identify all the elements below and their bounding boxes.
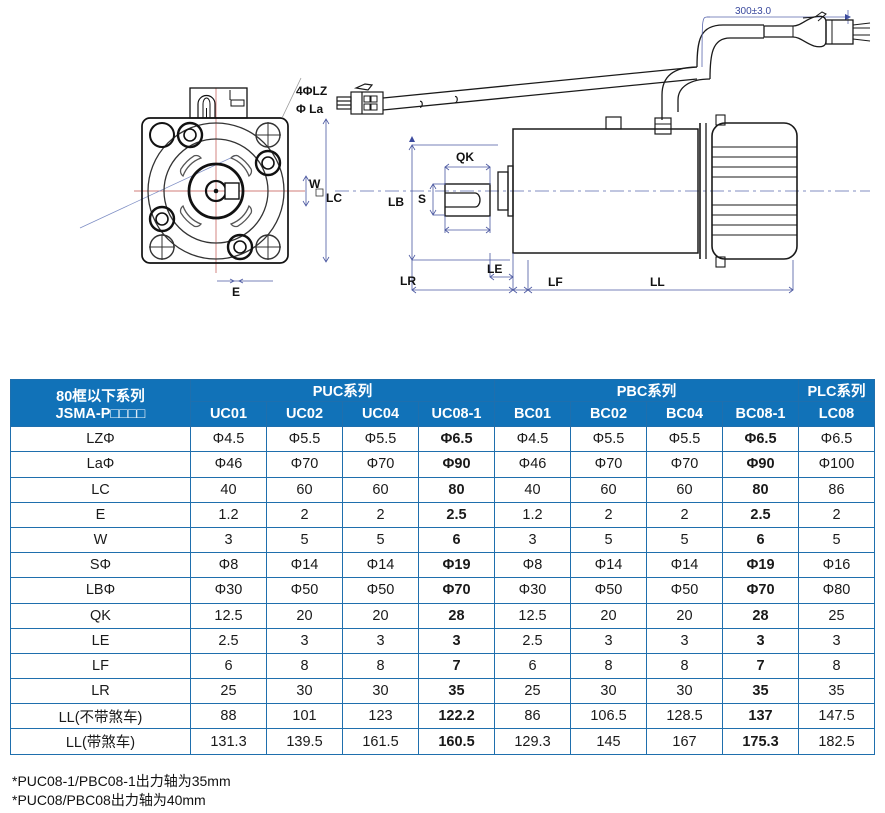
svg-text:E: E: [232, 285, 240, 299]
svg-text:4ΦLZ: 4ΦLZ: [296, 84, 327, 98]
svg-text:W: W: [309, 177, 321, 191]
svg-text:300±3.0: 300±3.0: [735, 6, 772, 17]
svg-text:LB: LB: [388, 195, 404, 209]
svg-text:LL: LL: [650, 275, 665, 289]
svg-text:QK: QK: [456, 150, 474, 164]
svg-text:S: S: [418, 192, 426, 206]
svg-text:LR: LR: [400, 274, 416, 288]
svg-text:LE: LE: [487, 262, 502, 276]
svg-text:Φ La: Φ La: [296, 102, 324, 116]
svg-text:LC: LC: [326, 191, 342, 205]
svg-text:LF: LF: [548, 275, 563, 289]
